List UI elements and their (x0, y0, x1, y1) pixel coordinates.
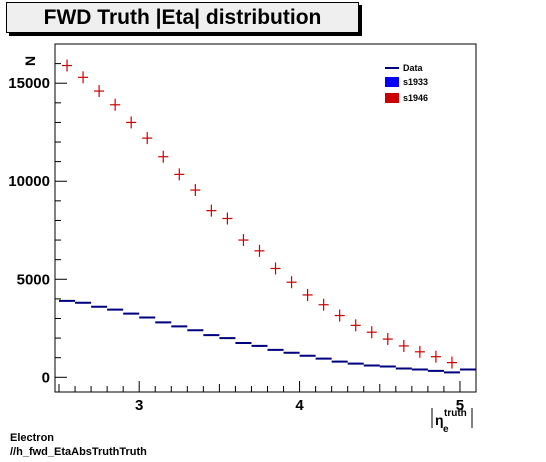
s1946-point (222, 212, 233, 225)
s1946-point (270, 262, 281, 275)
s1946-point (366, 326, 377, 339)
y-tick-label: 10000 (8, 173, 50, 190)
chart-title: FWD Truth |Eta| distribution (6, 2, 359, 33)
s1946-point (414, 345, 425, 358)
s1946-point (398, 339, 409, 352)
s1946-point (174, 168, 185, 181)
x-axis-label-subscript: e (443, 424, 449, 435)
s1946-point (78, 71, 89, 84)
s1946-point (350, 319, 361, 332)
s1946-point (158, 150, 169, 163)
legend-label: s1946 (403, 93, 428, 103)
legend-label: s1933 (403, 77, 428, 87)
axes: 0 5000 10000 15000 3 4 5 Nη truth e (8, 43, 477, 435)
s1946-point (254, 244, 265, 257)
y-axis-label: N (22, 56, 38, 66)
legend-entry: s1933 (385, 77, 428, 87)
y-tick-label: 15000 (8, 75, 50, 92)
s1946-point (430, 350, 441, 363)
legend-label: Data (403, 63, 424, 73)
s1946-point (286, 276, 297, 289)
x-tick-label: 5 (456, 397, 464, 414)
y-tick-label: 0 (42, 369, 50, 386)
x-axis-label-eta: η (435, 412, 444, 428)
s1946-point (62, 59, 73, 72)
s1946-point (142, 132, 153, 145)
footer-histogram-path: //h_fwd_EtaAbsTruthTruth (10, 446, 147, 458)
s1946-point (382, 333, 393, 346)
s1946-point (110, 98, 121, 111)
legend-box-swatch (385, 77, 399, 87)
y-tick-label: 5000 (17, 271, 50, 288)
legend-entry: Data (385, 63, 424, 73)
legend: Data s1933 s1946 (385, 63, 428, 103)
s1946-point (94, 85, 105, 98)
s1946-point (126, 116, 137, 129)
data-series-layer (59, 59, 476, 374)
s1946-point (302, 288, 313, 301)
s1946-point (238, 234, 249, 247)
s1946-point (190, 184, 201, 197)
x-axis-label: η truth e (431, 408, 473, 435)
plot-area (54, 43, 477, 393)
s1946-point (334, 309, 345, 322)
s1946-point (446, 356, 457, 369)
legend-box-swatch (385, 93, 399, 103)
plot-frame (54, 43, 477, 393)
legend-entry: s1946 (385, 93, 428, 103)
s1946-point (318, 298, 329, 311)
x-tick-label: 4 (295, 397, 304, 414)
s1946-point (206, 204, 217, 217)
footer-particle-label: Electron (10, 432, 55, 444)
x-axis-label-superscript: truth (444, 408, 467, 419)
x-tick-label: 3 (135, 397, 143, 414)
